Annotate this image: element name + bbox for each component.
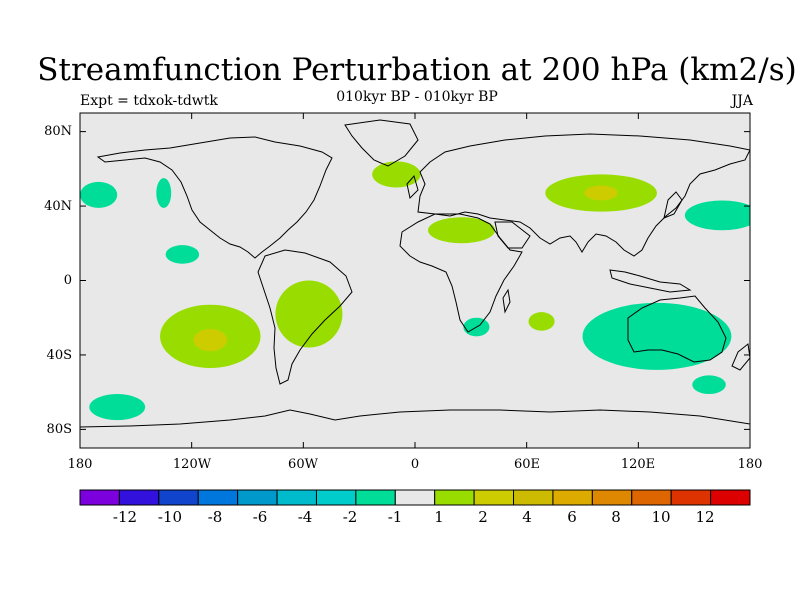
colorbar-tick-label: 12	[695, 508, 715, 526]
colorbar-tick-label: -6	[252, 508, 268, 526]
colorbar-tick-label: -1	[387, 508, 403, 526]
season-label: JJA	[731, 93, 753, 109]
experiment-label: Expt = tdxok-tdwtk	[80, 93, 218, 109]
colorbar-swatch	[355, 489, 396, 506]
coastlines	[80, 119, 750, 428]
lon-tick-label: 60W	[288, 457, 318, 472]
colorbar-tick-label: 10	[651, 508, 671, 526]
colorbar-tick-label: 6	[567, 508, 577, 526]
colorbar-swatch	[552, 489, 593, 506]
negative-anomaly-region	[156, 178, 172, 208]
colorbar-swatch	[591, 489, 633, 506]
negative-anomaly-region	[684, 200, 750, 231]
coast-indonesia	[609, 269, 692, 293]
colorbar-swatch	[158, 489, 199, 506]
lat-tick-label: 40N	[44, 199, 72, 214]
colorbar-swatch	[315, 489, 357, 506]
negative-anomaly-region	[165, 245, 200, 264]
lon-tick-label: 180	[67, 457, 93, 472]
colorbar-tick-label: 4	[522, 508, 532, 526]
negative-anomaly-region	[582, 302, 732, 370]
colorbar-tick-label: -10	[157, 508, 183, 526]
negative-anomaly-region	[692, 375, 726, 395]
colorbar-swatch	[473, 489, 515, 506]
lat-tick-label: 0	[63, 273, 72, 288]
colorbar-swatch	[394, 489, 436, 506]
colorbar-tick-label: -2	[342, 508, 358, 526]
colorbar-swatch	[118, 489, 160, 506]
colorbar-swatch	[513, 489, 554, 506]
coast-australia	[627, 295, 727, 363]
positive-anomaly-region	[428, 217, 496, 244]
negative-anomaly-region	[89, 394, 146, 421]
plot-background	[80, 113, 750, 448]
chart-title: Streamfunction Perturbation at 200 hPa (…	[37, 52, 797, 88]
coast-antarctica	[80, 409, 750, 428]
positive-anomaly-region	[275, 280, 343, 348]
lon-tick-label: 0	[410, 457, 420, 472]
coast-north-america	[96, 136, 333, 259]
colorbar-tick-label: -8	[207, 508, 223, 526]
positive-anomaly-region	[528, 312, 555, 331]
colorbar-swatch	[276, 489, 317, 506]
colorbar-swatch	[79, 489, 120, 506]
coast-south-america	[257, 249, 353, 385]
colorbar-swatch	[434, 489, 475, 506]
lon-tick-label: 120E	[620, 457, 656, 472]
colorbar	[79, 489, 751, 506]
colorbar-tick-label: 1	[434, 508, 444, 526]
colorbar-swatch	[197, 489, 239, 506]
coast-new-zealand	[731, 343, 750, 371]
negative-anomaly-region	[80, 181, 118, 208]
coast-japan	[663, 191, 683, 219]
lon-tick-label: 60E	[513, 457, 541, 472]
lon-tick-label: 180	[737, 457, 763, 472]
colorbar-swatch	[710, 489, 751, 506]
coast-greenland	[344, 119, 419, 167]
lat-tick-label: 80S	[46, 422, 72, 437]
colorbar-tick-label: 8	[611, 508, 621, 526]
positive-anomaly-region	[193, 328, 228, 352]
coast-arabia	[494, 221, 531, 249]
colorbar-swatch	[237, 489, 278, 506]
coast-eurasia	[417, 133, 750, 257]
colorbar-swatch	[670, 489, 712, 506]
colorbar-tick-label: -12	[112, 508, 138, 526]
chart-subtitle: 010kyr BP - 010kyr BP	[336, 89, 498, 105]
contour-fills	[80, 161, 750, 421]
lat-tick-label: 40S	[46, 348, 72, 363]
coast-africa	[399, 213, 523, 333]
positive-anomaly-region	[372, 161, 421, 188]
coast-uk	[406, 174, 419, 200]
lon-tick-label: 120W	[172, 457, 212, 472]
coast-madagascar	[502, 288, 511, 314]
axis-tick-marks	[79, 113, 751, 448]
colorbar-tick-label: -4	[297, 508, 313, 526]
colorbar-tick-label: 2	[478, 508, 488, 526]
colorbar-swatch	[631, 489, 672, 506]
positive-anomaly-region	[584, 185, 618, 201]
lat-tick-label: 80N	[44, 124, 72, 139]
